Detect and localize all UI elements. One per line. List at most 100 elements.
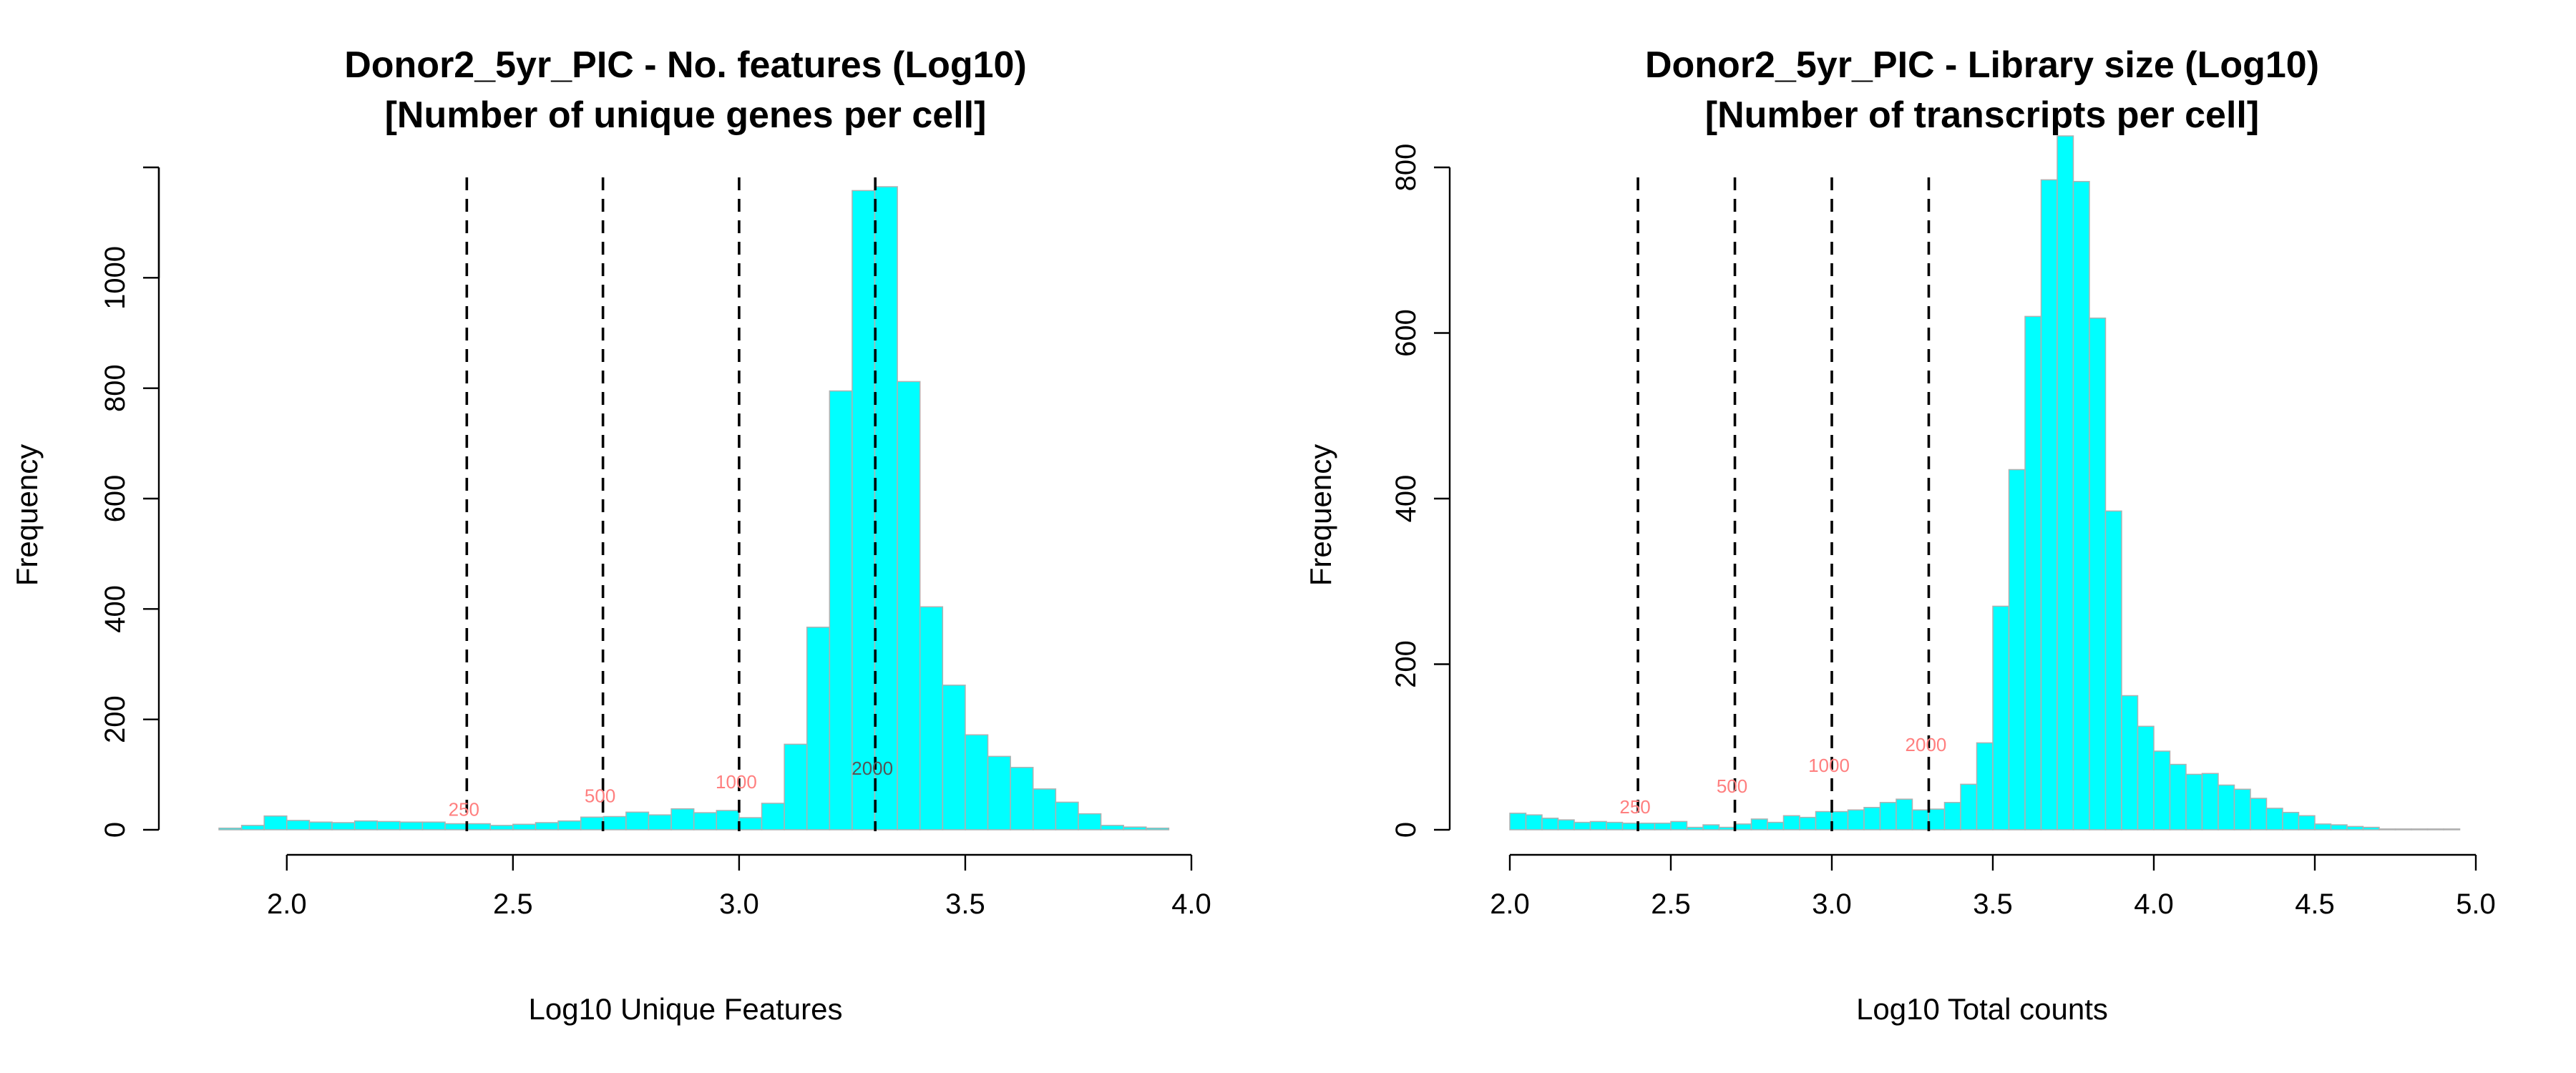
histogram-bar bbox=[2137, 725, 2155, 831]
histogram-bar bbox=[2057, 135, 2074, 831]
y-tick-label: 0 bbox=[1390, 822, 1422, 838]
histogram-bar bbox=[965, 734, 989, 831]
histogram-bar bbox=[1670, 820, 1688, 831]
histogram-bar bbox=[1509, 813, 1527, 831]
histogram-bar bbox=[1879, 802, 1897, 831]
histogram-bar bbox=[1815, 810, 1833, 831]
x-tick-label: 3.0 bbox=[719, 888, 759, 920]
x-tick-label: 3.5 bbox=[1973, 888, 2013, 920]
histogram-bar bbox=[444, 823, 469, 831]
threshold-label: 500 bbox=[585, 785, 615, 806]
y-axis-label: Frequency bbox=[1304, 444, 1337, 586]
histogram-bar bbox=[1123, 826, 1147, 831]
y-tick-label: 0 bbox=[99, 822, 131, 838]
histogram-bar bbox=[1010, 767, 1034, 831]
histogram-bar bbox=[2185, 773, 2203, 831]
threshold-label: 250 bbox=[1619, 796, 1650, 818]
histogram-bar bbox=[784, 743, 808, 831]
y-tick-label: 800 bbox=[99, 364, 131, 412]
chart-title: Donor2_5yr_PIC - Library size (Log10) bbox=[1645, 44, 2319, 86]
histogram-bar bbox=[1735, 823, 1752, 831]
histogram-bar bbox=[2169, 763, 2187, 831]
histogram-bar bbox=[2040, 179, 2058, 831]
y-tick-label: 1000 bbox=[99, 246, 131, 310]
histogram-bar bbox=[2008, 469, 2026, 831]
histogram-bar bbox=[2330, 824, 2348, 831]
histogram-bar bbox=[1718, 826, 1736, 831]
y-axis-label: Frequency bbox=[10, 444, 44, 586]
threshold-label: 250 bbox=[449, 799, 479, 820]
histogram-bar bbox=[2298, 815, 2316, 831]
histogram-bar bbox=[1911, 809, 1929, 831]
x-tick-label: 2.0 bbox=[1490, 888, 1530, 920]
y-tick-label: 200 bbox=[1390, 640, 1422, 688]
histogram-bar bbox=[1541, 818, 1559, 831]
histogram-bar bbox=[467, 823, 492, 831]
x-tick-label: 2.5 bbox=[1651, 888, 1691, 920]
histogram-bar bbox=[1992, 605, 2010, 831]
histogram-bar bbox=[2250, 798, 2268, 831]
threshold-lines: 250 500 1000 2000 bbox=[449, 177, 893, 831]
histogram-bar bbox=[1960, 783, 1978, 831]
histogram-bar bbox=[2362, 826, 2380, 831]
x-tick-label: 3.5 bbox=[945, 888, 985, 920]
histogram-bar bbox=[1782, 815, 1800, 831]
histogram-bar bbox=[512, 823, 537, 831]
x-tick-label: 2.5 bbox=[493, 888, 533, 920]
histogram-bar bbox=[1928, 808, 1946, 831]
histogram-bar bbox=[1702, 824, 1720, 831]
histogram-bar bbox=[1976, 742, 1994, 831]
histogram-bar bbox=[1847, 809, 1865, 831]
histogram-bar bbox=[1055, 801, 1079, 831]
panel-library-size: Donor2_5yr_PIC - Library size (Log10) [N… bbox=[1304, 44, 2496, 1026]
histogram-bar bbox=[874, 186, 898, 831]
histogram-bar bbox=[2379, 828, 2396, 831]
histogram-bar bbox=[2411, 828, 2429, 831]
histogram-bar bbox=[2201, 773, 2219, 831]
histogram-bar bbox=[1831, 810, 1849, 831]
histogram-bar bbox=[716, 810, 740, 831]
x-tick-label: 3.0 bbox=[1812, 888, 1852, 920]
histogram-bar bbox=[2443, 828, 2461, 831]
bars bbox=[1509, 135, 2461, 831]
histogram-bar bbox=[1686, 826, 1704, 831]
histogram-bar bbox=[806, 627, 831, 831]
histogram-bar bbox=[1863, 807, 1881, 831]
y-tick-label: 200 bbox=[99, 695, 131, 743]
chart-title: Donor2_5yr_PIC - No. features (Log10) bbox=[344, 44, 1027, 86]
histogram-bar bbox=[1574, 821, 1591, 831]
histogram-bar bbox=[852, 190, 876, 831]
histogram-bar bbox=[942, 685, 966, 831]
histogram-bar bbox=[2104, 510, 2122, 831]
histogram-bar bbox=[1033, 788, 1057, 831]
x-tick-label: 2.0 bbox=[267, 888, 307, 920]
histogram-bar bbox=[1621, 822, 1639, 831]
histogram-bar bbox=[1943, 802, 1961, 831]
histogram-bar bbox=[693, 812, 718, 831]
histogram-bar bbox=[535, 822, 559, 831]
histogram-bar bbox=[2153, 750, 2171, 831]
histogram-bar bbox=[557, 820, 582, 831]
histogram-bar bbox=[919, 606, 944, 831]
histogram-bar bbox=[738, 817, 763, 831]
x-tick-label: 4.5 bbox=[2295, 888, 2335, 920]
histogram-bar bbox=[376, 820, 401, 831]
threshold-label: 500 bbox=[1717, 775, 1747, 797]
histogram-bar bbox=[580, 816, 605, 831]
histogram-bar bbox=[218, 827, 243, 831]
histogram-bar bbox=[331, 822, 356, 831]
axes: 2.0 2.5 3.0 3.5 4.0 0 200 400 600 800 1000 bbox=[99, 166, 1211, 920]
histogram-bar bbox=[263, 815, 288, 831]
histogram-bar bbox=[1525, 814, 1543, 831]
histogram-bar bbox=[1146, 827, 1170, 831]
x-tick-label: 5.0 bbox=[2456, 888, 2496, 920]
histogram-bar bbox=[1589, 820, 1607, 831]
histogram-bar bbox=[353, 820, 378, 831]
histogram-bar bbox=[2233, 788, 2251, 831]
histogram-bar bbox=[2265, 808, 2283, 831]
histogram-bar bbox=[829, 390, 853, 831]
histogram-bar bbox=[2426, 828, 2444, 831]
histogram-bar bbox=[987, 755, 1011, 831]
